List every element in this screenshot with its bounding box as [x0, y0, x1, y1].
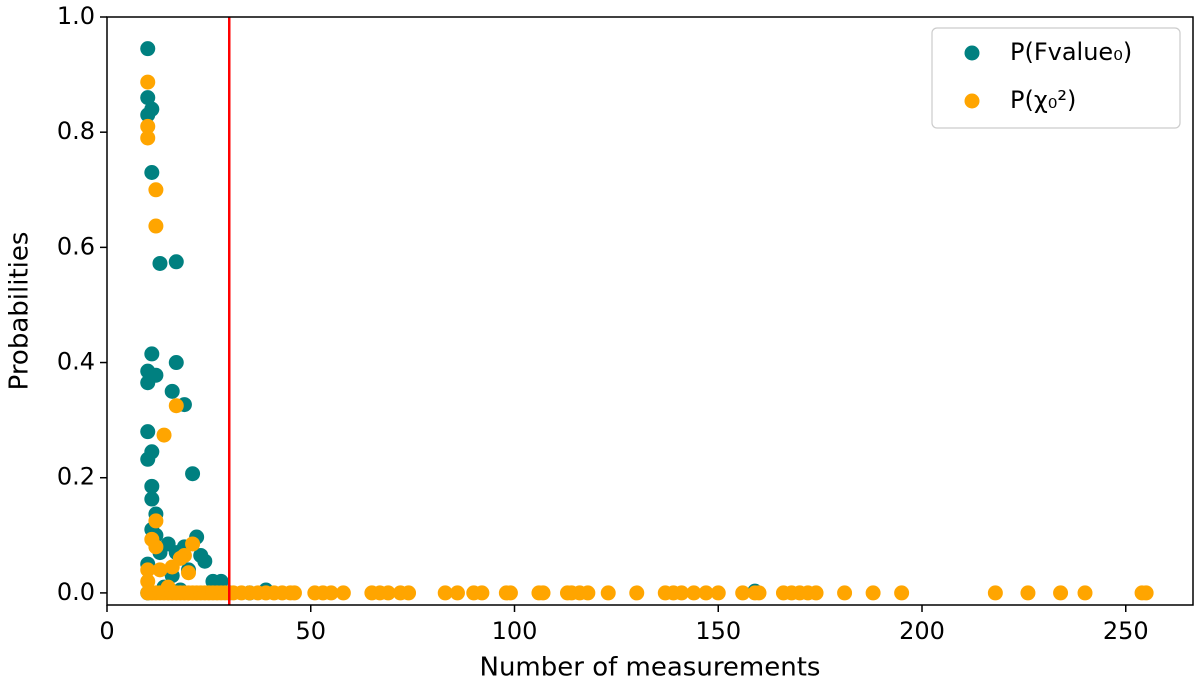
scatter-point	[152, 255, 168, 271]
scatter-point	[164, 383, 180, 399]
legend-label: P(Fvalue₀)	[1010, 38, 1132, 66]
scatter-point	[629, 585, 645, 601]
scatter-point	[152, 562, 168, 578]
scatter-point	[535, 585, 551, 601]
scatter-point	[674, 585, 690, 601]
scatter-point	[751, 585, 767, 601]
scatter-point	[323, 585, 339, 601]
scatter-point	[1138, 585, 1154, 601]
y-tick-label: 0.2	[57, 463, 95, 491]
scatter-point	[168, 398, 184, 414]
scatter-point	[380, 585, 396, 601]
scatter-point	[710, 585, 726, 601]
scatter-point	[185, 466, 201, 482]
scatter-point	[1053, 585, 1069, 601]
scatter-point	[286, 585, 302, 601]
scatter-point	[401, 585, 417, 601]
scatter-point	[474, 585, 490, 601]
x-tick-label: 250	[1103, 617, 1149, 645]
scatter-point	[686, 585, 702, 601]
legend-marker	[964, 45, 980, 61]
scatter-point	[987, 585, 1003, 601]
scatter-point	[164, 559, 180, 575]
scatter-point	[197, 553, 213, 569]
y-tick-label: 0.8	[57, 117, 95, 145]
scatter-point	[148, 513, 164, 529]
scatter-point	[140, 562, 156, 578]
y-tick-label: 1.0	[57, 2, 95, 30]
scatter-point	[580, 585, 596, 601]
scatter-point	[837, 585, 853, 601]
scatter-point	[140, 573, 156, 589]
y-axis-label: Probabilities	[5, 232, 35, 391]
scatter-point	[144, 444, 160, 460]
scatter-point	[437, 585, 453, 601]
y-tick-label: 0.4	[57, 348, 95, 376]
scatter-point	[168, 355, 184, 371]
scatter-point	[894, 585, 910, 601]
x-tick-label: 100	[492, 617, 538, 645]
scatter-point	[140, 118, 156, 134]
legend-box	[931, 27, 1181, 129]
x-tick-label: 50	[295, 617, 326, 645]
scatter-point	[140, 375, 156, 391]
scatter-point	[140, 41, 156, 57]
scatter-point	[600, 585, 616, 601]
scatter-point	[144, 491, 160, 507]
x-tick-label: 200	[899, 617, 945, 645]
legend-marker	[964, 93, 980, 109]
scatter-point	[865, 585, 881, 601]
scatter-point	[148, 218, 164, 234]
scatter-point	[449, 585, 465, 601]
x-tick-label: 150	[695, 617, 741, 645]
scatter-point	[148, 182, 164, 198]
scatter-point	[698, 585, 714, 601]
scatter-point	[144, 346, 160, 362]
x-axis-label: Number of measurements	[480, 653, 821, 683]
scatter-point	[808, 585, 824, 601]
scatter-point	[502, 585, 518, 601]
scatter-point	[213, 573, 229, 589]
scatter-point	[140, 90, 156, 106]
scatter-point	[156, 427, 172, 443]
scatter-point	[168, 254, 184, 270]
scatter-point	[148, 539, 164, 555]
scatter-point	[735, 585, 751, 601]
scatter-point	[144, 478, 160, 494]
scatter-point	[144, 101, 160, 117]
scatter-point	[144, 164, 160, 180]
scatter-point	[335, 585, 351, 601]
scatter-point	[140, 424, 156, 440]
scatter-point	[140, 130, 156, 146]
y-tick-label: 0.0	[57, 578, 95, 606]
x-tick-label: 0	[99, 617, 114, 645]
scatter-point	[1077, 585, 1093, 601]
legend: P(Fvalue₀) P(χ₀²)	[931, 27, 1181, 129]
scatter-point	[140, 74, 156, 90]
legend-label: P(χ₀²)	[1010, 86, 1076, 114]
plot-frame	[106, 16, 1194, 606]
scatter-point	[185, 536, 201, 552]
y-tick-label: 0.6	[57, 232, 95, 260]
scatter-point	[1020, 585, 1036, 601]
scatter-point	[181, 565, 197, 581]
